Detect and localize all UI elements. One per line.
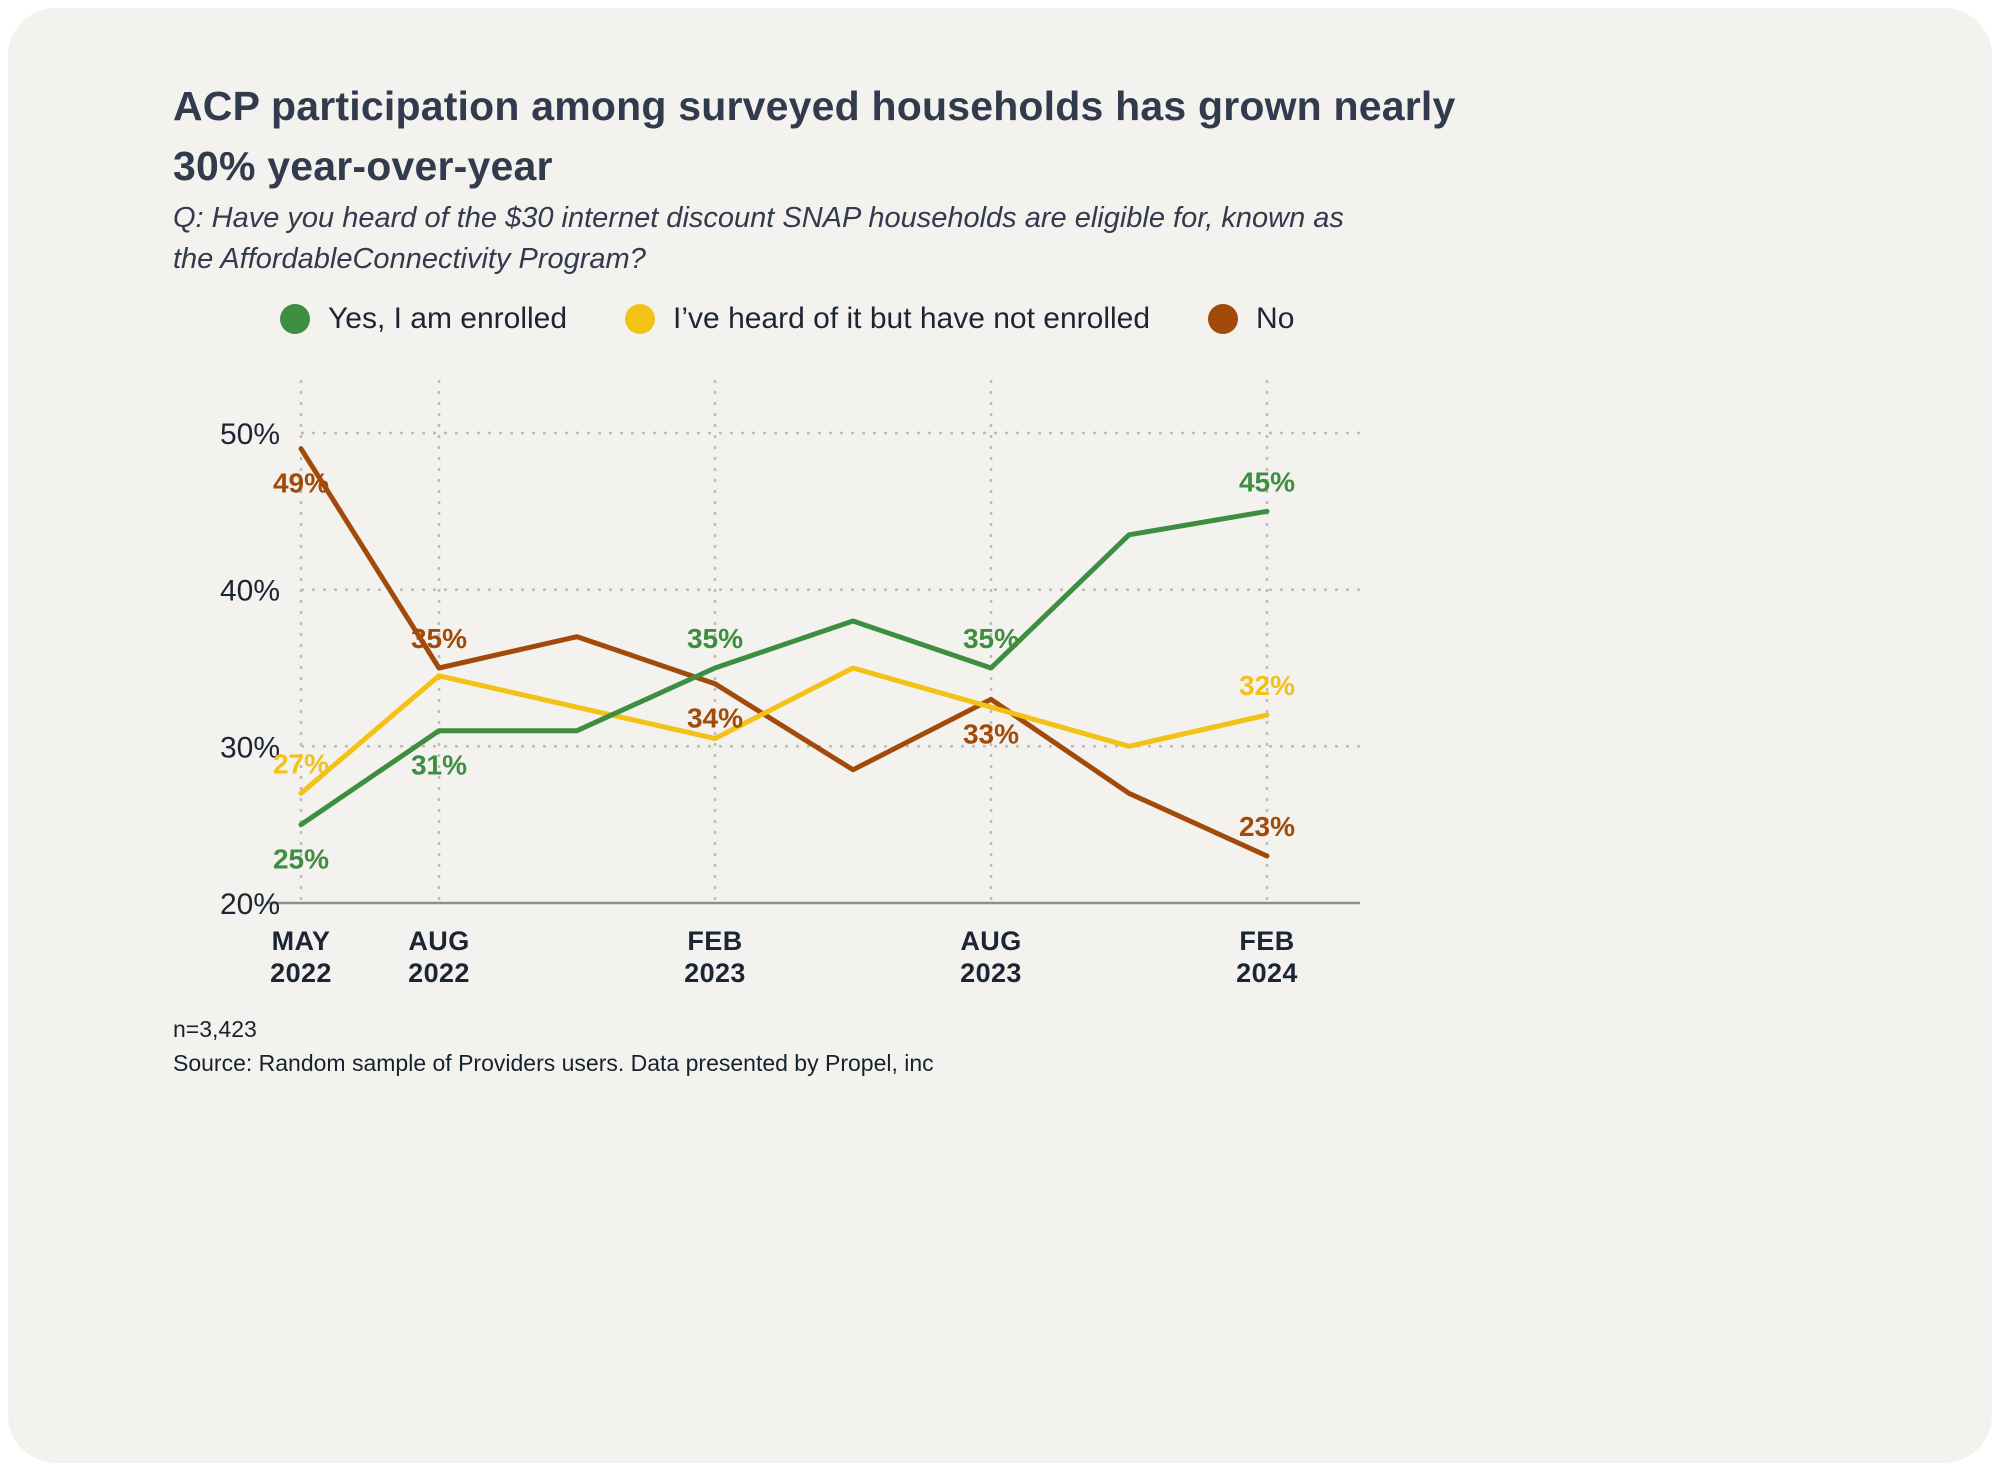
svg-text:FEB: FEB [1239,926,1294,956]
sample-size-note: n=3,423 [173,1016,257,1042]
svg-text:AUG: AUG [960,926,1021,956]
legend-dot [625,304,656,334]
svg-text:MAY: MAY [272,926,331,956]
svg-text:2023: 2023 [960,958,1022,988]
svg-text:45%: 45% [1239,466,1295,497]
svg-text:23%: 23% [1239,811,1295,842]
legend-label: No [1256,302,1295,335]
svg-text:2022: 2022 [408,958,470,988]
legend-item-2: No [1208,302,1294,336]
line-chart: MAY 2022 AUG 2022 FEB 2023 AUG 2023 FEB 2024 20% 30… [158,376,1418,1016]
legend-dot [280,304,310,334]
svg-text:49%: 49% [273,468,329,499]
legend-item-0: Yes, I am enrolled [280,302,567,336]
svg-text:40%: 40% [220,575,280,608]
source-note: Source: Random sample of Providers users… [173,1050,934,1076]
svg-text:25%: 25% [273,844,329,875]
svg-text:30%: 30% [220,731,280,764]
svg-text:35%: 35% [963,623,1019,654]
svg-text:FEB: FEB [687,926,742,956]
chart-title: ACP participation among surveyed househo… [173,83,1456,190]
svg-text:50%: 50% [220,418,280,451]
legend-label: Yes, I am enrolled [328,302,568,335]
svg-text:34%: 34% [687,703,743,734]
svg-text:33%: 33% [963,718,1019,749]
svg-text:AUG: AUG [408,926,469,956]
svg-text:32%: 32% [1239,670,1295,701]
svg-text:35%: 35% [687,623,743,654]
svg-text:20%: 20% [220,888,280,921]
legend: Yes, I am enrolled I’ve heard of it but h… [280,302,1294,336]
chart-svg: MAY2022AUG2022FEB2023AUG2023FEB202420%30… [220,380,1360,988]
legend-dot [1208,304,1239,334]
svg-text:2022: 2022 [270,958,332,988]
legend-label: I’ve heard of it but have not enrolled [673,302,1151,335]
svg-text:2023: 2023 [684,958,746,988]
legend-item-1: I’ve heard of it but have not enrolled [625,302,1150,336]
svg-text:35%: 35% [411,623,467,654]
svg-text:27%: 27% [273,748,329,779]
chart-subtitle: Q: Have you heard of the $30 internet di… [173,202,1344,276]
svg-text:2024: 2024 [1236,958,1298,988]
chart-card: ACP participation among surveyed househo… [8,8,1992,1463]
svg-text:31%: 31% [411,750,467,781]
